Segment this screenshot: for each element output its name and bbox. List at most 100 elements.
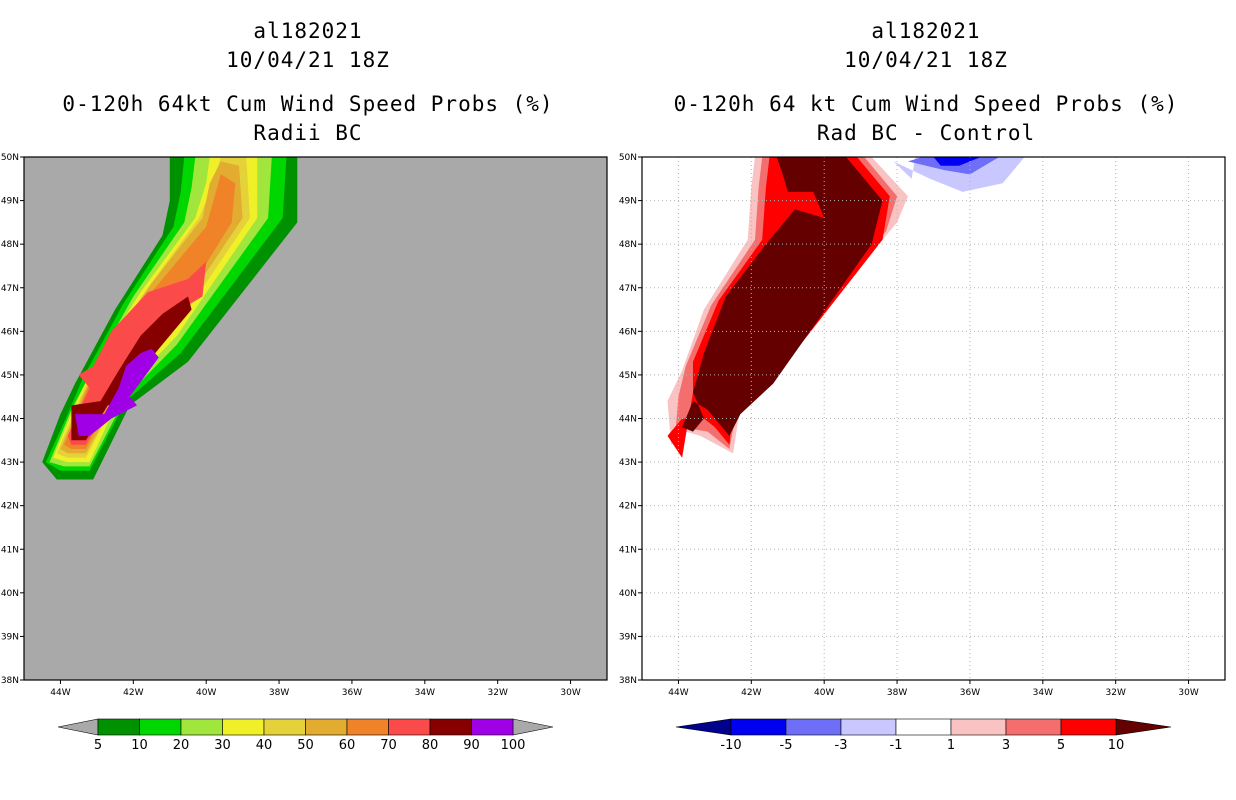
y-tick-label: 41N [619,545,637,555]
y-tick-label: 45N [1,371,19,381]
colorbar-swatch [785,718,842,736]
x-tick-label: 38W [269,688,289,698]
colorbar-label: 60 [339,738,356,753]
y-tick-label: 43N [1,458,19,468]
y-tick-label: 42N [619,502,637,512]
y-tick-label: 48N [1,240,19,250]
y-tick-label: 43N [619,458,637,468]
y-tick-label: 50N [619,153,637,163]
colorbar-left-triangle [57,718,99,736]
y-tick-label: 38N [1,676,19,686]
colorbar-swatch [950,718,1007,736]
colorbar-swatch [180,718,223,736]
colorbar-swatch [388,718,431,736]
colorbar-label: 100 [501,738,526,753]
y-tick-label: 50N [1,153,19,163]
colorbar-label: 50 [297,738,314,753]
y-tick-label: 40N [1,589,19,599]
right-title-sub: Rad BC - Control [816,121,1036,145]
x-tick-label: 34W [415,688,435,698]
left-title-main: 0-120h 64kt Cum Wind Speed Probs (%) [62,92,554,116]
colorbar-label: 5 [94,738,102,753]
x-tick-label: 38W [887,688,907,698]
x-tick-label: 30W [1178,688,1198,698]
right-title-datetime: 10/04/21 18Z [844,48,1008,72]
colorbar-label: 70 [380,738,397,753]
x-tick-label: 40W [814,688,834,698]
colorbar-swatch [1005,718,1062,736]
colorbar-right-triangle [1115,718,1172,736]
y-tick-label: 45N [619,371,637,381]
colorbar-swatch [471,718,514,736]
colorbar-label: -5 [780,738,793,753]
x-tick-label: 42W [123,688,143,698]
y-tick-label: 48N [619,240,637,250]
right-map-panel: 44W 42W 40W 38W 36W 34W 32W 30W 38N 39N 40N 41N 42N 4… [619,153,1226,698]
colorbar-label: 5 [1057,738,1065,753]
y-tick-label: 42N [1,502,19,512]
y-tick-label: 47N [619,284,637,294]
x-tick-label: 42W [741,688,761,698]
y-tick-label: 49N [1,197,19,207]
left-title-sub: Radii BC [253,121,363,145]
contour-level-90 [75,348,159,436]
left-title-storm: al182021 [253,19,363,43]
colorbar-label: -1 [890,738,903,753]
x-tick-label: 32W [1106,688,1126,698]
x-tick-label: 34W [1033,688,1053,698]
colorbar-swatch [429,718,472,736]
right-title-storm: al182021 [871,19,981,43]
x-tick-label: 44W [668,688,688,698]
y-tick-label: 46N [619,327,637,337]
right-colorbar: -10 -5 -3 -1 1 3 5 10 [675,718,1172,753]
colorbar-swatch [139,718,182,736]
x-tick-label: 44W [50,688,70,698]
colorbar-swatch [346,718,389,736]
right-title: al182021 10/04/21 18Z 0-120h 64 kt Cum W… [626,17,1226,148]
x-tick-label: 36W [960,688,980,698]
colorbar-swatch [222,718,265,736]
x-tick-label: 32W [488,688,508,698]
contour-level-10 [682,157,883,436]
right-title-main: 0-120h 64 kt Cum Wind Speed Probs (%) [673,92,1179,116]
colorbar-swatch [840,718,897,736]
y-tick-label: 44N [619,415,637,425]
x-tick-label: 40W [196,688,216,698]
x-tick-label: 36W [342,688,362,698]
left-map-panel: 44W 42W 40W 38W 36W 34W 32W 30W 38N 39N 40N 41N 42N 4… [1,153,608,698]
contour-level-neg10 [933,157,981,166]
x-tick-label: 30W [560,688,580,698]
colorbar-left-triangle [675,718,732,736]
colorbar-swatch [730,718,787,736]
y-tick-label: 44N [1,415,19,425]
y-tick-label: 49N [619,197,637,207]
colorbar-label: -3 [835,738,848,753]
y-tick-label: 47N [1,284,19,294]
left-colorbar: 5 10 20 30 40 50 60 70 80 90 100 [57,718,554,753]
left-title-datetime: 10/04/21 18Z [226,48,390,72]
y-tick-label: 39N [619,632,637,642]
colorbar-label: 80 [422,738,439,753]
colorbar-label: 10 [131,738,148,753]
colorbar-swatch [895,718,952,736]
colorbar-label: 1 [947,738,955,753]
y-tick-label: 41N [1,545,19,555]
y-tick-label: 39N [1,632,19,642]
y-tick-label: 46N [1,327,19,337]
colorbar-label: 40 [256,738,273,753]
y-tick-label: 40N [619,589,637,599]
colorbar-label: 90 [463,738,480,753]
colorbar-swatch [1060,718,1117,736]
left-title: al182021 10/04/21 18Z 0-120h 64kt Cum Wi… [8,17,608,148]
colorbar-label: 20 [173,738,190,753]
colorbar-label: 30 [214,738,231,753]
colorbar-label: -10 [720,738,741,753]
colorbar-swatch [263,718,306,736]
map-background [642,157,1225,680]
colorbar-swatch [97,718,140,736]
colorbar-label: 3 [1002,738,1010,753]
colorbar-swatch [305,718,348,736]
colorbar-label: 10 [1108,738,1125,753]
colorbar-right-triangle [512,718,554,736]
